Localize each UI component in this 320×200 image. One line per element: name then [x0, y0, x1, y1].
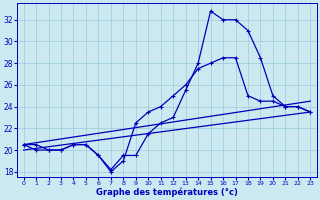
X-axis label: Graphe des températures (°c): Graphe des températures (°c) — [96, 187, 238, 197]
